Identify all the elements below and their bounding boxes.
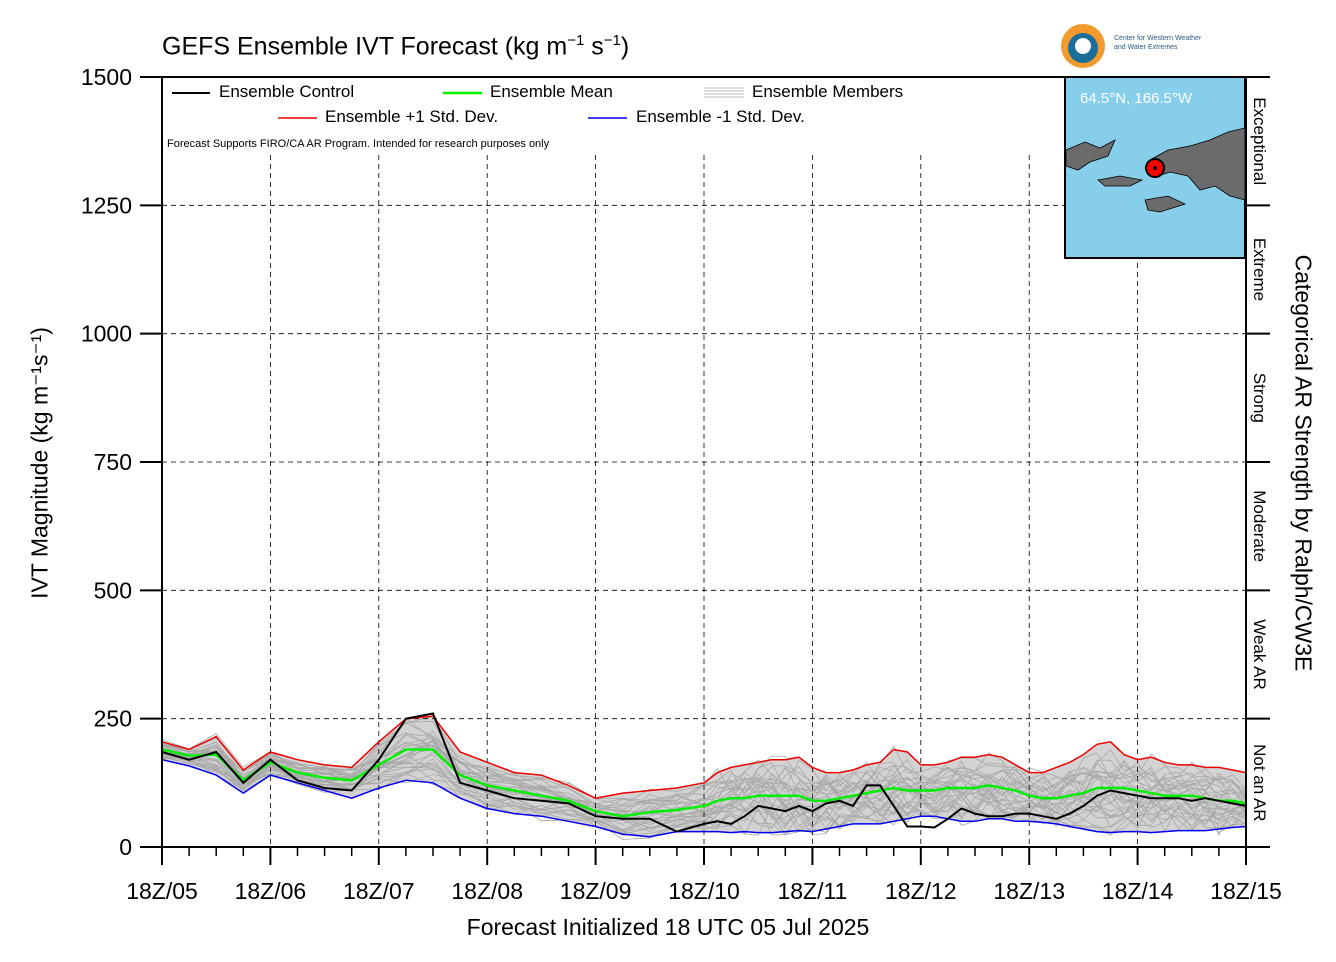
y-tick-label: 500 — [94, 577, 132, 603]
x-axis-label: Forecast Initialized 18 UTC 05 Jul 2025 — [466, 914, 870, 940]
y-tick-label: 250 — [94, 706, 132, 732]
member-line — [161, 730, 1247, 813]
member-line — [161, 758, 1247, 836]
x-tick-label: 18Z/07 — [343, 878, 415, 904]
member-line — [161, 720, 1247, 805]
cw3e-logo-text: Center for Western Weather and Water Extr… — [1114, 35, 1202, 51]
member-line — [161, 744, 1247, 825]
legend-plus-sd-label: Ensemble +1 Std. Dev. — [325, 107, 499, 126]
right-axis-label: Categorical AR Strength by Ralph/CW3E — [1290, 254, 1317, 672]
series-line-minus-sd — [161, 758, 1247, 838]
location-marker-center — [1153, 166, 1157, 170]
legend-mean-label: Ensemble Mean — [490, 82, 613, 101]
member-line — [161, 734, 1247, 821]
series-line-control — [161, 712, 1247, 833]
category-label: Not an AR — [1250, 744, 1269, 822]
series-line-mean — [161, 748, 1247, 818]
x-tick-label: 18Z/06 — [235, 878, 307, 904]
y-tick-label: 750 — [94, 449, 132, 475]
map-land-west — [1065, 139, 1116, 171]
map-land-east — [1149, 127, 1246, 201]
y-tick-label: 1500 — [81, 64, 132, 90]
x-tick-label: 18Z/12 — [885, 878, 957, 904]
x-tick-label: 18Z/11 — [777, 878, 847, 904]
category-label: Weak AR — [1250, 619, 1269, 690]
member-line — [161, 717, 1247, 802]
x-tick-label: 18Z/05 — [126, 878, 198, 904]
x-tick-label: 18Z/15 — [1210, 878, 1282, 904]
y-tick-label: 0 — [119, 834, 132, 860]
x-tick-label: 18Z/08 — [451, 878, 523, 904]
map-island — [1144, 195, 1187, 213]
map-island — [1097, 175, 1144, 187]
x-tick-label: 18Z/14 — [1102, 878, 1174, 904]
map-location-label: 64.5°N, 166.5°W — [1080, 90, 1193, 107]
y-tick-label: 1000 — [81, 321, 132, 347]
x-tick-label: 18Z/10 — [668, 878, 740, 904]
member-line — [161, 737, 1247, 816]
category-label: Extreme — [1250, 238, 1269, 301]
chart-title: GEFS Ensemble IVT Forecast (kg m−1 s−1) — [162, 32, 630, 61]
cw3e-logo-drop — [1075, 38, 1091, 54]
category-label: Strong — [1250, 373, 1269, 423]
category-label: Moderate — [1250, 490, 1269, 562]
member-line — [161, 750, 1247, 821]
inset-map — [1064, 76, 1246, 259]
x-tick-label: 18Z/13 — [993, 878, 1065, 904]
member-line — [161, 733, 1247, 816]
member-line — [161, 757, 1247, 839]
research-note: Forecast Supports FIRO/CA AR Program. In… — [167, 138, 550, 150]
y-axis-label: IVT Magnitude (kg m⁻¹s⁻¹) — [26, 327, 53, 599]
legend-members-label: Ensemble Members — [752, 82, 904, 101]
x-tick-label: 18Z/09 — [560, 878, 632, 904]
category-label: Exceptional — [1250, 97, 1269, 185]
legend-control-label: Ensemble Control — [219, 82, 355, 101]
member-line — [161, 742, 1247, 820]
y-tick-label: 1250 — [81, 192, 132, 218]
legend-minus-sd-label: Ensemble -1 Std. Dev. — [636, 107, 805, 126]
